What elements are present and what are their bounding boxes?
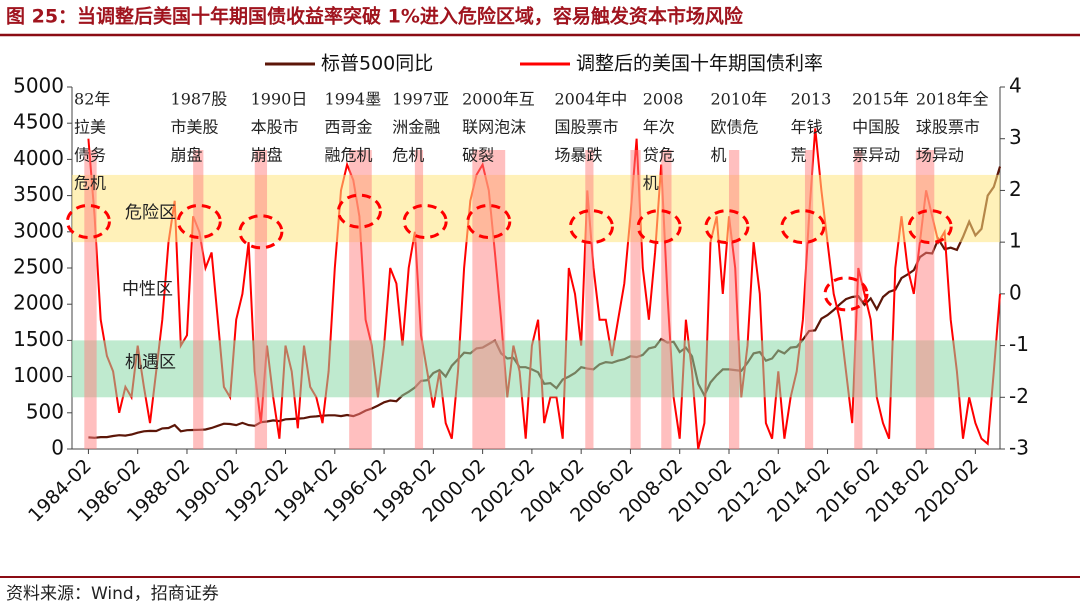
annotation: 2010年 [711, 90, 768, 109]
y2-tick-label: 1 [1009, 229, 1022, 253]
annotation: 年次 [643, 118, 675, 137]
annotation: 2004年中 [554, 90, 627, 109]
annotation: 联网泡沫 [462, 118, 526, 137]
y2-tick-label: 3 [1009, 125, 1022, 149]
y-tick-label: 4500 [13, 110, 64, 134]
annotation: 2015年 [852, 90, 909, 109]
annotation: 危机 [392, 146, 424, 165]
annotation: 82年 [74, 90, 110, 109]
annotation: 西哥金 [325, 118, 373, 137]
highlight-circle [636, 209, 682, 245]
annotation: 1987股 [171, 90, 228, 109]
crisis-band [254, 150, 268, 449]
annotation: 票异动 [852, 146, 900, 165]
zone-band [72, 340, 1000, 398]
crisis-band [728, 150, 740, 449]
annotation: 1994墨 [325, 90, 382, 109]
annotation: 国股票市 [554, 118, 618, 137]
highlight-circle [402, 203, 448, 239]
y2-tick-label: -3 [1009, 436, 1029, 460]
annotation: 崩盘 [171, 146, 203, 165]
y-tick-label: 5000 [13, 74, 64, 98]
y2-tick-label: -2 [1009, 384, 1029, 408]
legend-label: 调整后的美国十年期国债利率 [576, 53, 823, 75]
crisis-band [414, 150, 424, 449]
highlight-circle [704, 209, 750, 245]
annotation: 荒 [791, 146, 807, 165]
annotation: 1997亚 [392, 90, 449, 109]
annotation: 1990日 [251, 90, 308, 109]
crisis-band [472, 150, 506, 449]
crisis-band [585, 150, 594, 449]
highlight-circle [238, 214, 284, 250]
annotation: 中国股 [852, 118, 900, 137]
annotation: 市美股 [171, 118, 219, 137]
y-tick-label: 0 [51, 436, 64, 460]
crisis-band [84, 150, 97, 449]
annotation: 年钱 [791, 118, 823, 137]
annotation: 崩盘 [251, 146, 283, 165]
y-tick-label: 1000 [13, 363, 64, 387]
highlight-circle [907, 209, 953, 245]
crisis-band [661, 150, 672, 449]
annotation: 机 [711, 146, 727, 165]
zone-label: 中性区 [122, 280, 173, 300]
highlight-circle [466, 203, 512, 239]
highlight-circle [176, 203, 222, 239]
y2-tick-label: 0 [1009, 280, 1022, 304]
highlight-circle [336, 193, 382, 229]
annotation: 欧债危 [711, 118, 759, 137]
annotation: 机 [643, 174, 659, 193]
source: 资料来源：Wind，招商证券 [6, 584, 219, 604]
annotation: 贷危 [643, 146, 675, 165]
zone-band [72, 174, 1000, 243]
y2-tick-label: -1 [1009, 332, 1029, 356]
highlight-circle [568, 209, 614, 245]
y-tick-label: 3000 [13, 218, 64, 242]
crisis-band [804, 150, 814, 449]
highlight-circle [823, 276, 869, 312]
crisis-band [915, 150, 935, 449]
highlight-circle [780, 209, 826, 245]
y2-tick-label: 4 [1009, 74, 1022, 98]
annotation: 洲金融 [392, 118, 440, 137]
annotation: 拉美 [74, 118, 106, 137]
crisis-band [193, 150, 204, 449]
annotation: 球股票市 [916, 118, 980, 137]
annotation: 场异动 [916, 146, 964, 165]
annotation: 债务 [74, 146, 106, 165]
annotation: 本股市 [251, 118, 299, 137]
y-tick-label: 2500 [13, 255, 64, 279]
annotation: 2018年全 [916, 90, 989, 109]
annotation: 2000年互 [462, 90, 535, 109]
annotation: 2008 [643, 90, 684, 109]
annotation: 2013 [791, 90, 832, 109]
chart-title: 图 25：当调整后美国十年期国债收益率突破 1%进入危险区域，容易触发资本市场风… [6, 5, 744, 28]
highlight-circle [65, 203, 111, 239]
annotation: 融危机 [325, 146, 373, 165]
y-tick-label: 2000 [13, 291, 64, 315]
annotation: 破裂 [462, 146, 494, 165]
crisis-band [854, 150, 863, 449]
annotation: 场暴跌 [554, 146, 602, 165]
y2-tick-label: 2 [1009, 177, 1022, 201]
y-tick-label: 500 [26, 399, 64, 423]
zone-label: 危险区 [125, 203, 176, 223]
annotation: 危机 [74, 174, 106, 193]
y-tick-label: 4000 [13, 146, 64, 170]
y-tick-label: 3500 [13, 182, 64, 206]
legend-label: 标普500同比 [321, 53, 433, 75]
crisis-band [630, 150, 641, 449]
zone-label: 机遇区 [125, 352, 176, 372]
y-tick-label: 1500 [13, 327, 64, 351]
